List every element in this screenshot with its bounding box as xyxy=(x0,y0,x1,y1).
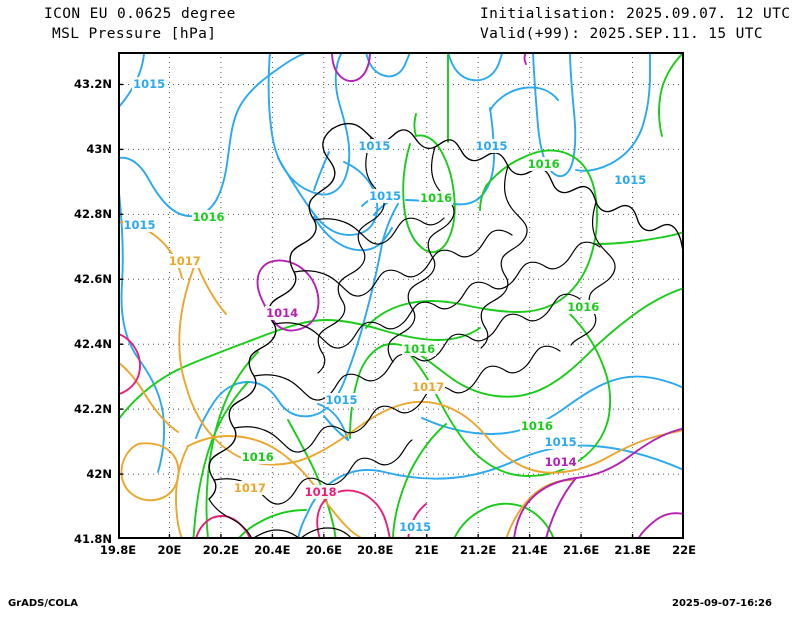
contour-map-svg xyxy=(118,52,684,539)
credit-text: GrADS/COLA xyxy=(8,598,78,609)
contour-label: 1016 xyxy=(566,299,601,314)
contour-label: 1015 xyxy=(357,138,392,153)
contour-label: 1017 xyxy=(167,254,202,269)
contour-label: 1017 xyxy=(411,380,446,395)
contour-label: 1016 xyxy=(526,157,561,171)
contour-group-1016 xyxy=(118,52,684,539)
contour-label: 1016 xyxy=(402,342,437,357)
x-tick-label: 20.8E xyxy=(357,543,394,557)
x-tick-label: 21.4E xyxy=(511,543,548,557)
contour-label: 1014 xyxy=(265,305,300,320)
contour-label: 1015 xyxy=(324,393,359,408)
y-tick-label: 43N xyxy=(86,142,112,157)
x-tick-label: 22E xyxy=(672,543,696,557)
contour-label: 1015 xyxy=(474,138,509,153)
initialisation-text: Initialisation: 2025.09.07. 12 UTC xyxy=(480,6,791,22)
x-tick-label: 19.8E xyxy=(99,543,137,557)
municipal-boundaries xyxy=(208,137,616,539)
contour-label: 1018 xyxy=(303,484,338,499)
contour-group-1015 xyxy=(118,52,684,539)
x-tick-label: 20.6E xyxy=(305,543,342,557)
administrative-borders xyxy=(208,122,684,500)
y-tick-label: 43.2N xyxy=(74,77,112,92)
variable-title: MSL Pressure [hPa] xyxy=(52,26,217,42)
y-tick-label: 42.8N xyxy=(74,207,112,222)
contour-label: 1014 xyxy=(543,455,578,470)
x-tick-label: 21.2E xyxy=(460,543,497,557)
y-tick-label: 42.2N xyxy=(74,402,112,417)
contour-label: 1015 xyxy=(543,434,578,449)
x-tick-label: 20.2E xyxy=(202,543,240,557)
contour-label: 1016 xyxy=(191,209,226,224)
timestamp-text: 2025-09-07-16:26 xyxy=(672,598,772,609)
x-tick-label: 21.8E xyxy=(614,543,651,557)
x-tick-label: 21.6E xyxy=(562,543,600,557)
contour-label: 1016 xyxy=(519,419,554,434)
valid-time-text: Valid(+99): 2025.SEP.11. 15 UTC xyxy=(480,26,764,42)
contour-label: 1015 xyxy=(398,519,433,534)
contour-label: 1015 xyxy=(368,188,403,203)
contour-label: 1015 xyxy=(122,217,157,232)
gridlines xyxy=(118,52,684,539)
contour-label: 1016 xyxy=(419,191,454,206)
contour-label: 1015 xyxy=(132,76,167,91)
x-tick-label: 20E xyxy=(157,543,182,557)
contour-map-plot xyxy=(118,52,684,539)
contour-label: 1017 xyxy=(232,480,267,495)
contour-label: 1016 xyxy=(240,450,275,465)
x-tick-label: 20.4E xyxy=(254,543,291,557)
x-tick-label: 21E xyxy=(414,543,439,557)
y-tick-label: 41.8N xyxy=(74,532,112,546)
contour-group-1017 xyxy=(118,221,684,539)
y-tick-label: 42.4N xyxy=(74,337,112,352)
contour-label: 1015 xyxy=(613,172,648,187)
y-axis-labels: 41.8N 42N 42.2N 42.4N 42.6N 42.8N 43N 43.2N xyxy=(0,0,114,618)
model-title: ICON EU 0.0625 degree xyxy=(44,6,236,22)
y-tick-label: 42.6N xyxy=(74,272,112,287)
contour-group-1014 xyxy=(256,52,684,539)
y-tick-label: 42N xyxy=(86,467,112,482)
